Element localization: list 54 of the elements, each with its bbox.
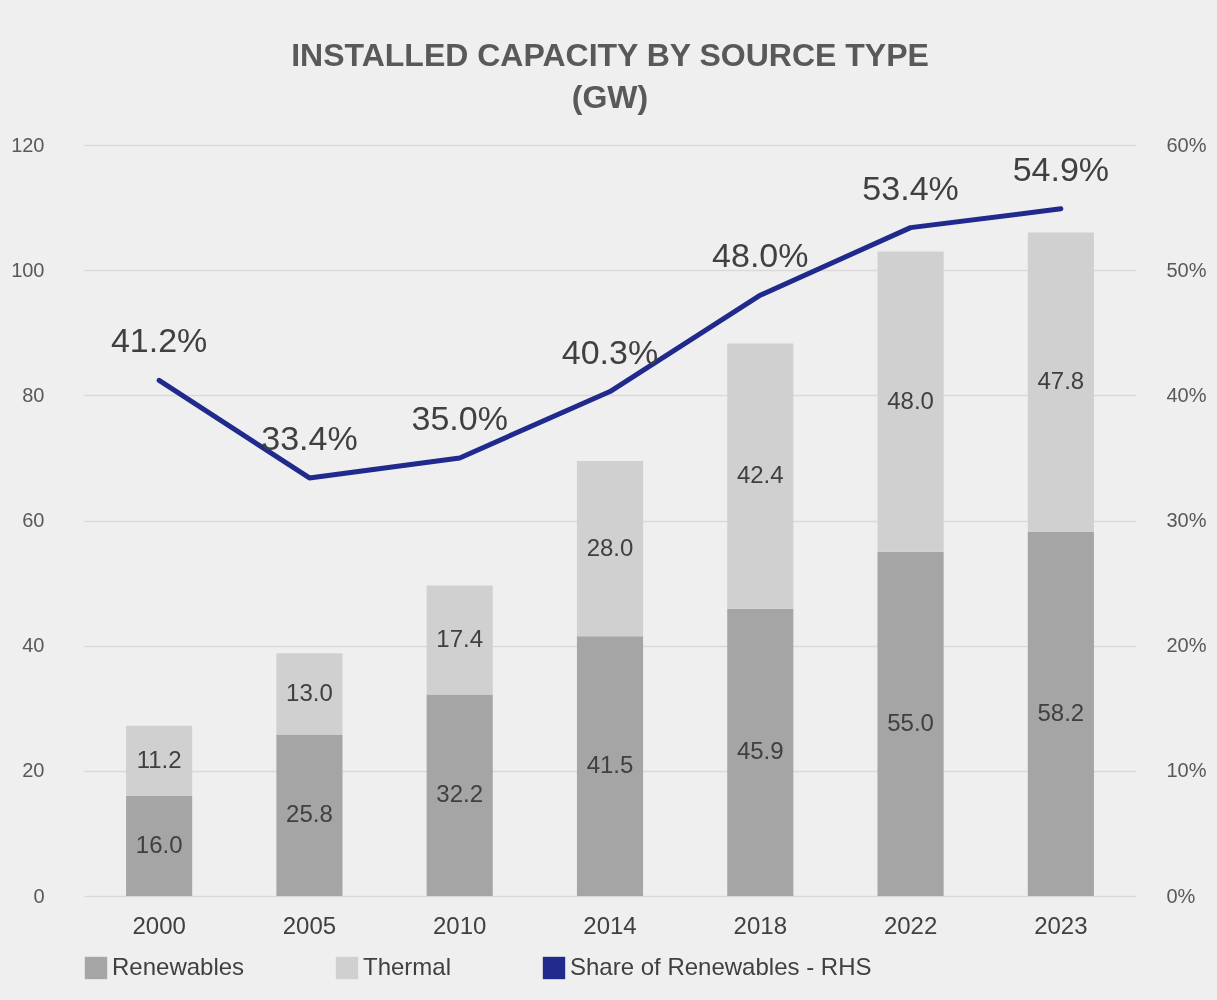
bar [426, 694, 493, 896]
bar [727, 608, 794, 896]
data-label: 13.0 [286, 678, 333, 706]
bar [276, 653, 343, 735]
y-tick-label: 20 [22, 759, 45, 782]
data-label: 33.4% [261, 418, 358, 457]
data-label: 55.0 [887, 708, 934, 736]
y2-tick-label: 20% [1166, 634, 1207, 657]
legend-label: Share of Renewables - RHS [570, 953, 872, 980]
x-tick-label: 2010 [433, 911, 487, 939]
y2-tick-label: 10% [1166, 759, 1207, 782]
data-label: 32.2 [436, 780, 484, 808]
y2-tick-label: 40% [1166, 383, 1207, 406]
y-tick-label: 80 [22, 383, 45, 406]
y-tick-label: 40 [22, 634, 45, 657]
data-label: 53.4% [862, 168, 959, 207]
bar [877, 551, 944, 896]
legend-label: Thermal [363, 953, 452, 980]
data-label: 11.2 [136, 745, 182, 773]
y2-tick-label: 50% [1166, 258, 1207, 281]
bar [276, 734, 343, 896]
y-tick-label: 120 [11, 133, 45, 156]
data-label: 35.0% [411, 398, 508, 437]
data-label: 47.8 [1037, 367, 1085, 395]
data-label: 58.2 [1037, 698, 1085, 726]
data-label: 42.4 [736, 461, 784, 489]
y2-tick-label: 30% [1166, 509, 1207, 531]
x-tick-label: 2018 [733, 911, 787, 939]
data-label: 16.0 [135, 830, 183, 858]
data-label: 54.9% [1012, 149, 1110, 188]
bar [576, 636, 644, 896]
x-tick-label: 2014 [583, 911, 637, 939]
data-label: 28.0 [586, 533, 634, 561]
bar [1027, 531, 1094, 896]
x-tick-label: 2023 [1034, 911, 1088, 939]
bar [126, 795, 193, 896]
data-label: 25.8 [286, 800, 333, 828]
y-tick-label: 60 [22, 509, 45, 531]
data-label: 17.4 [436, 625, 484, 653]
legend-label: Renewables [112, 953, 245, 980]
y-tick-label: 100 [11, 258, 45, 281]
data-label: 48.0 [887, 386, 934, 414]
data-label: 40.3% [561, 332, 659, 371]
data-label: 41.2% [110, 321, 208, 360]
y2-tick-label: 60% [1166, 133, 1207, 156]
y2-tick-label: 0% [1166, 884, 1196, 907]
x-tick-label: 2005 [282, 911, 337, 939]
data-label: 41.5 [586, 751, 634, 779]
chart-title: INSTALLED CAPACITY BY SOURCE TYPE (GW) [291, 37, 929, 115]
data-label: 48.0% [712, 236, 809, 275]
x-tick-label: 2000 [132, 911, 186, 939]
data-label: 45.9 [736, 737, 784, 765]
x-tick-label: 2022 [883, 911, 938, 939]
y-tick-label: 0 [33, 884, 45, 907]
